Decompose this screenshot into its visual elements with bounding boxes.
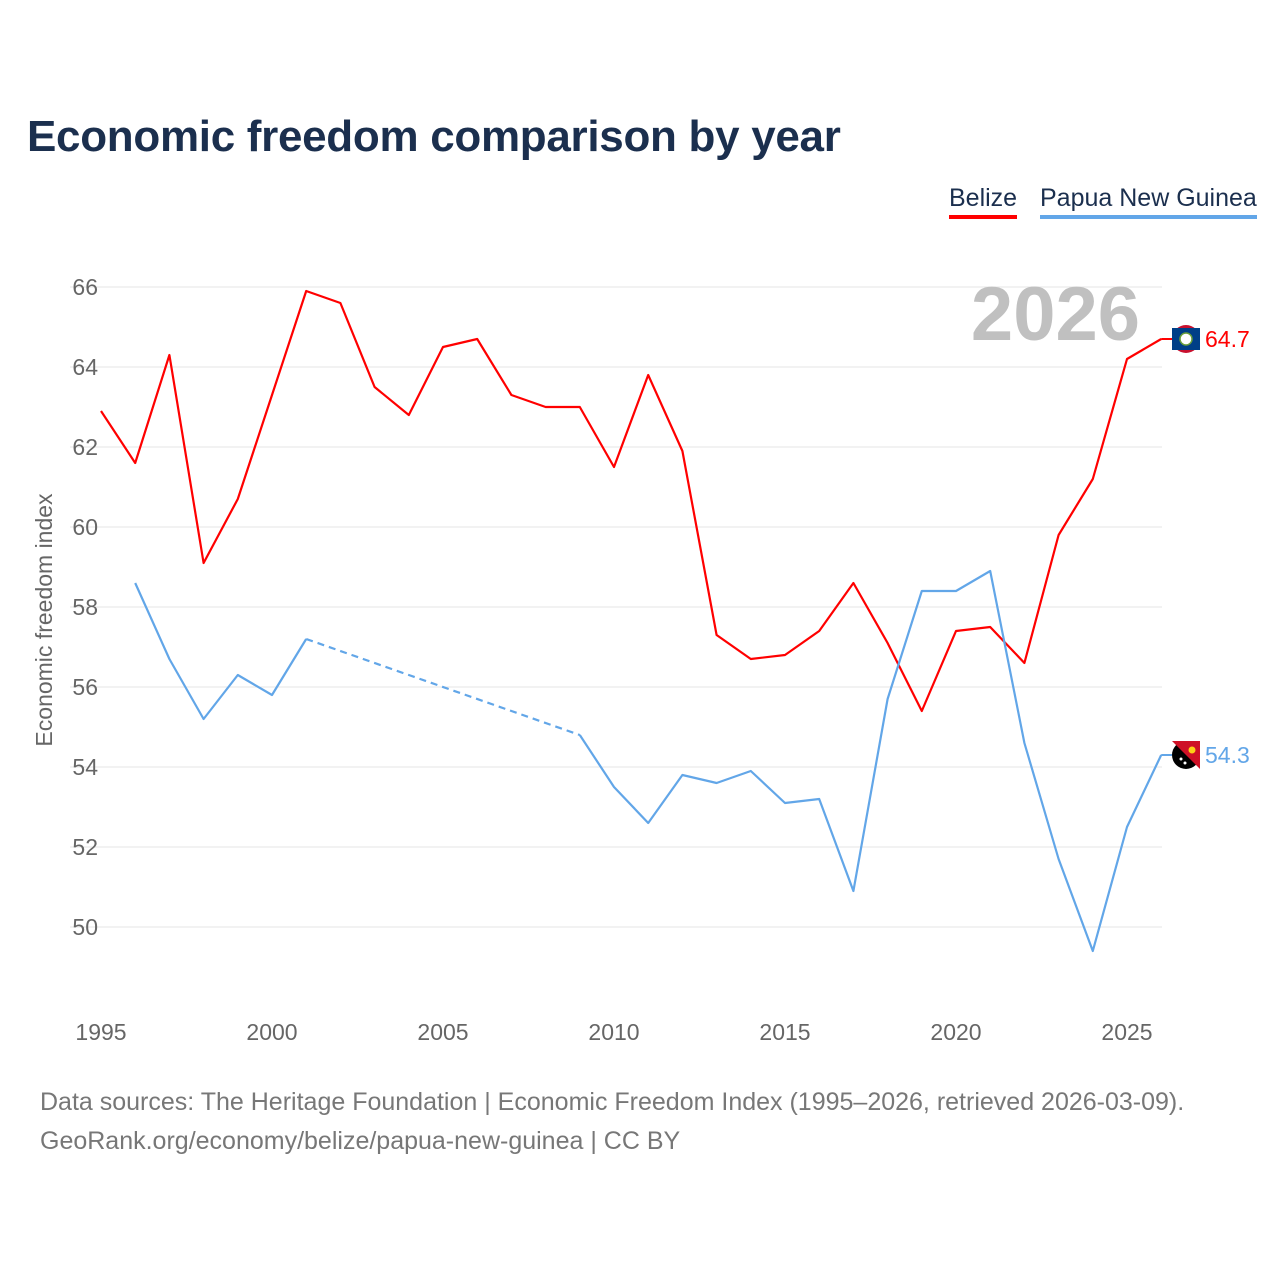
y-tick-label: 52 <box>72 834 98 860</box>
x-tick-label: 2010 <box>588 1019 639 1045</box>
series-line-papua-new-guinea <box>578 569 1163 953</box>
flag-bird <box>1188 746 1196 754</box>
series-line-papua-new-guinea <box>134 582 308 721</box>
series-gap-papua-new-guinea <box>305 637 581 737</box>
flag-papua-new-guinea-icon <box>1172 741 1200 769</box>
source-line-1: Data sources: The Heritage Foundation | … <box>40 1088 1185 1116</box>
y-tick-label: 50 <box>72 914 98 940</box>
y-tick-label: 58 <box>72 594 98 620</box>
y-tick-label: 66 <box>72 274 98 300</box>
chart-title: Economic freedom comparison by year <box>27 112 841 161</box>
y-tick-label: 62 <box>72 434 98 460</box>
flag-star <box>1183 761 1187 765</box>
y-tick-label: 64 <box>72 354 98 380</box>
y-axis-label: Economic freedom index <box>31 493 57 747</box>
end-label-belize: 64.7 <box>1205 326 1250 352</box>
legend-belize[interactable]: Belize <box>949 184 1018 219</box>
end-label-papua-new-guinea: 54.3 <box>1205 742 1250 768</box>
x-tick-label: 2025 <box>1101 1019 1152 1045</box>
series-line-belize <box>100 289 1162 713</box>
y-tick-label: 54 <box>72 754 98 780</box>
x-tick-label: 2015 <box>759 1019 810 1045</box>
source-line-2[interactable]: GeoRank.org/economy/belize/papua-new-gui… <box>40 1127 681 1155</box>
flag-emblem <box>1179 332 1193 346</box>
year-watermark: 2026 <box>971 272 1140 357</box>
x-tick-label: 2020 <box>930 1019 981 1045</box>
y-tick-label: 60 <box>72 514 98 540</box>
x-tick-label: 1995 <box>75 1019 126 1045</box>
y-tick-label: 56 <box>72 674 98 700</box>
flag-star <box>1179 757 1183 761</box>
legend-papua-new-guinea[interactable]: Papua New Guinea <box>1040 184 1257 219</box>
x-tick-label: 2005 <box>417 1019 468 1045</box>
flag-belize-icon <box>1172 325 1200 353</box>
x-tick-label: 2000 <box>246 1019 297 1045</box>
